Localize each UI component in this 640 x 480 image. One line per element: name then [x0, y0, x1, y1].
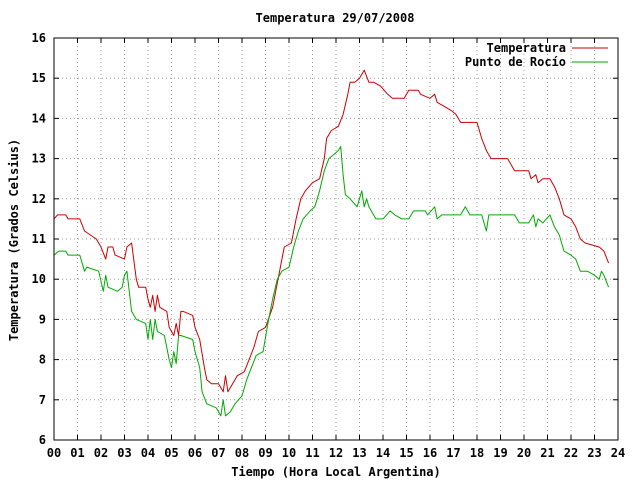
y-tick-label: 8 — [39, 353, 46, 367]
y-tick-label: 16 — [32, 31, 46, 45]
x-tick-label: 10 — [282, 446, 296, 460]
series-line-punto-de-rocio — [53, 146, 610, 417]
y-tick-label: 9 — [39, 312, 46, 326]
x-tick-label: 05 — [164, 446, 178, 460]
legend-label-punto-de-rocio: Punto de Rocío — [465, 55, 566, 69]
x-tick-label: 19 — [493, 446, 507, 460]
x-axis-label: Tiempo (Hora Local Argentina) — [231, 465, 441, 479]
x-tick-label: 21 — [540, 446, 554, 460]
x-tick-label: 09 — [258, 446, 272, 460]
x-tick-label: 00 — [47, 446, 61, 460]
y-tick-label: 12 — [32, 192, 46, 206]
y-tick-label: 10 — [32, 272, 46, 286]
y-tick-label: 13 — [32, 152, 46, 166]
x-tick-label: 12 — [329, 446, 343, 460]
x-tick-label: 20 — [517, 446, 531, 460]
legend-label-temperatura: Temperatura — [487, 41, 566, 55]
x-tick-label: 06 — [188, 446, 202, 460]
x-tick-label: 04 — [141, 446, 155, 460]
y-tick-label: 6 — [39, 433, 46, 447]
legend: Temperatura Punto de Rocío — [465, 41, 608, 69]
y-tick-label: 7 — [39, 393, 46, 407]
x-tick-label: 14 — [376, 446, 390, 460]
series-line-temperatura — [53, 69, 610, 393]
y-tick-label: 11 — [32, 232, 46, 246]
x-tick-label: 23 — [587, 446, 601, 460]
x-tick-label: 02 — [94, 446, 108, 460]
x-tick-label: 08 — [235, 446, 249, 460]
series-lines — [53, 69, 610, 417]
x-tick-label: 17 — [446, 446, 460, 460]
x-tick-label: 18 — [470, 446, 484, 460]
x-tick-label: 13 — [352, 446, 366, 460]
y-tick-label: 15 — [32, 71, 46, 85]
grid-lines — [54, 38, 618, 440]
axis-ticks: 00 01 02 03 04 05 06 07 08 09 10 11 12 13 14 15 16 17 18 19… — [32, 31, 626, 460]
x-tick-label: 22 — [564, 446, 578, 460]
x-tick-label: 24 — [611, 446, 625, 460]
x-tick-label: 15 — [399, 446, 413, 460]
chart-title: Temperatura 29/07/2008 — [256, 11, 415, 25]
x-tick-label: 01 — [70, 446, 84, 460]
y-tick-label: 14 — [32, 111, 46, 125]
x-tick-label: 11 — [305, 446, 319, 460]
x-tick-label: 16 — [423, 446, 437, 460]
y-axis-label: Temperatura (Grados Celsius) — [7, 139, 21, 341]
x-tick-label: 07 — [211, 446, 225, 460]
x-tick-label: 03 — [117, 446, 131, 460]
